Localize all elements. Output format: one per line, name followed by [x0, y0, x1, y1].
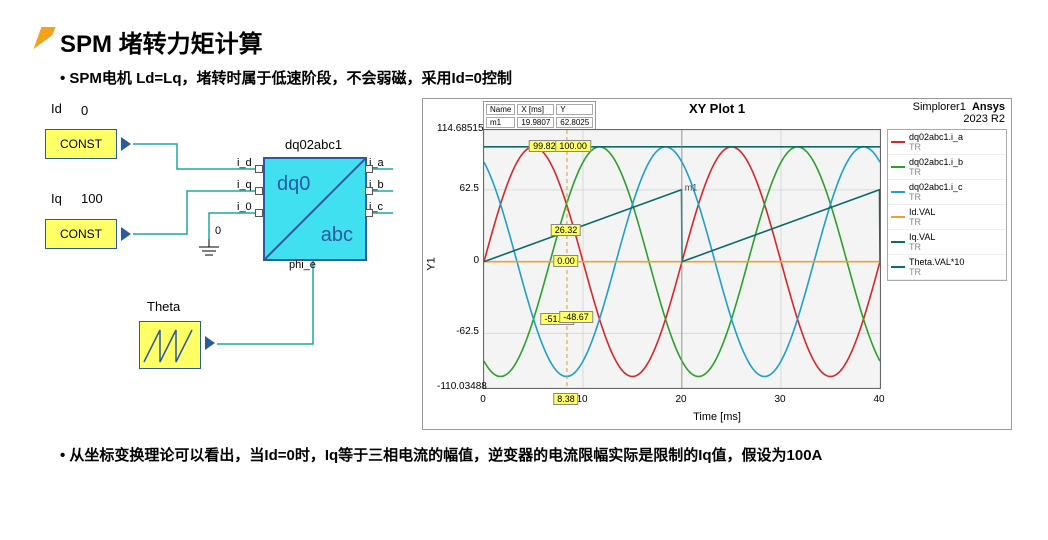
- plot-area: m1: [483, 129, 881, 389]
- ground-icon: [197, 239, 221, 266]
- brand-text: Ansys: [972, 101, 1005, 113]
- sq-i0: [255, 209, 263, 217]
- const-id-port: [121, 137, 131, 151]
- theta-port: [205, 336, 215, 350]
- id-label: Id: [51, 101, 62, 116]
- mk-x: 19.9807: [517, 117, 554, 128]
- sq-ib: [365, 187, 373, 195]
- theta-block: [139, 321, 201, 369]
- mk-name: m1: [486, 117, 515, 128]
- block-diagram: Id 0 CONST Iq 100 CONST Theta dq02abc1 d…: [36, 98, 418, 430]
- abc-text: abc: [321, 224, 353, 247]
- sq-ic: [365, 209, 373, 217]
- sq-id: [255, 165, 263, 173]
- const-iq-block: CONST: [45, 219, 117, 249]
- mk-h2: Y: [556, 104, 593, 115]
- marker-readout: NameX [ms]Y m119.980762.8025: [483, 101, 596, 131]
- svg-text:m1: m1: [685, 182, 698, 192]
- port-iq: i_q: [237, 179, 252, 191]
- theta-label: Theta: [147, 299, 180, 314]
- bullet-1: SPM电机 Ld=Lq，堵转时属于低速阶段，不会弱磁，采用Id=0控制: [60, 67, 1012, 88]
- port-id: i_d: [237, 157, 252, 169]
- const-iq-text: CONST: [60, 227, 102, 241]
- plot-svg: m1: [484, 130, 880, 388]
- port-phi: phi_e: [289, 259, 316, 271]
- port-i0: i_0: [237, 201, 252, 213]
- dq0-text: dq0: [277, 173, 310, 196]
- xy-plot: XY Plot 1 Simplorer1 Ansys 2023 R2 NameX…: [422, 98, 1012, 430]
- sq-ia: [365, 165, 373, 173]
- id-value: 0: [81, 103, 88, 118]
- const-id-block: CONST: [45, 129, 117, 159]
- brand-sub: 2023 R2: [963, 113, 1005, 125]
- block-name: dq02abc1: [285, 137, 342, 152]
- zero-label: 0: [215, 225, 221, 237]
- const-id-text: CONST: [60, 137, 102, 151]
- legend: dq02abc1.i_aTRdq02abc1.i_bTRdq02abc1.i_c…: [887, 129, 1007, 281]
- accent-bar: [31, 27, 56, 57]
- ansys-brand: Simplorer1 Ansys 2023 R2: [913, 101, 1005, 125]
- iq-value: 100: [81, 191, 103, 206]
- bullet-2: 从坐标变换理论可以看出，当Id=0时，Iq等于三相电流的幅值，逆变器的电流限幅实…: [60, 444, 1012, 468]
- x-axis-label: Time [ms]: [693, 411, 741, 423]
- mk-h1: X [ms]: [517, 104, 554, 115]
- page-title: SPM 堵转力矩计算: [60, 24, 263, 59]
- dq-abc-block: dq0 abc: [263, 157, 367, 261]
- iq-label: Iq: [51, 191, 62, 206]
- mk-y: 62.8025: [556, 117, 593, 128]
- mk-h0: Name: [486, 104, 515, 115]
- const-iq-port: [121, 227, 131, 241]
- plot-subtitle: Simplorer1: [913, 101, 966, 113]
- y-axis-label: Y1: [426, 257, 438, 270]
- sq-iq: [255, 187, 263, 195]
